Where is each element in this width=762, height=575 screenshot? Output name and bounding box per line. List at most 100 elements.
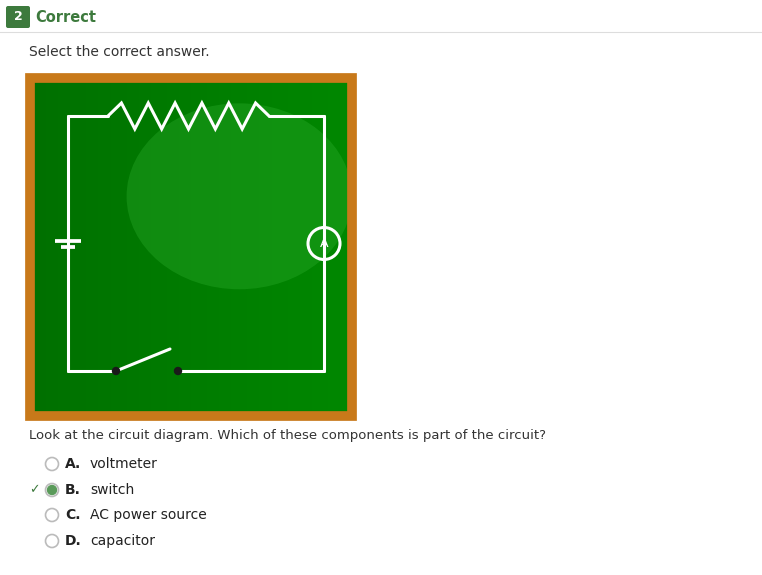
Bar	[344, 78, 349, 416]
Text: ✓: ✓	[29, 484, 40, 496]
Bar	[54, 78, 59, 416]
Bar	[171, 78, 176, 416]
Text: D.: D.	[65, 534, 82, 548]
Bar	[158, 78, 164, 416]
Bar	[340, 78, 345, 416]
Text: C.: C.	[65, 508, 81, 522]
Bar	[227, 78, 232, 416]
Bar	[147, 78, 152, 416]
Bar	[243, 78, 248, 416]
Text: voltmeter: voltmeter	[90, 457, 158, 471]
Bar	[50, 78, 55, 416]
Bar	[74, 78, 79, 416]
Bar	[130, 78, 136, 416]
Bar	[304, 78, 309, 416]
Bar	[30, 78, 35, 416]
Bar	[328, 78, 333, 416]
Bar	[296, 78, 301, 416]
Bar	[94, 78, 99, 416]
Bar	[264, 78, 268, 416]
Bar	[283, 78, 289, 416]
Bar	[66, 78, 72, 416]
Bar	[135, 78, 139, 416]
Text: switch: switch	[90, 483, 134, 497]
Bar	[299, 78, 305, 416]
Bar	[78, 78, 83, 416]
Bar	[336, 78, 341, 416]
Bar	[30, 78, 352, 416]
Bar	[271, 78, 277, 416]
Text: A.: A.	[65, 457, 82, 471]
Bar	[292, 78, 296, 416]
Bar	[332, 78, 337, 416]
Bar	[70, 78, 75, 416]
Bar	[239, 78, 245, 416]
Bar	[191, 78, 196, 416]
Bar	[179, 78, 184, 416]
Bar	[62, 78, 67, 416]
Text: capacitor: capacitor	[90, 534, 155, 548]
Bar	[187, 78, 192, 416]
Bar	[255, 78, 261, 416]
Circle shape	[47, 485, 56, 494]
Bar	[110, 78, 116, 416]
Bar	[267, 78, 273, 416]
Text: AC power source: AC power source	[90, 508, 207, 522]
Bar	[34, 78, 39, 416]
Bar	[58, 78, 63, 416]
Bar	[42, 78, 47, 416]
Bar	[167, 78, 172, 416]
Bar	[199, 78, 204, 416]
Bar	[114, 78, 120, 416]
Bar	[155, 78, 160, 416]
Bar	[38, 78, 43, 416]
Text: Select the correct answer.: Select the correct answer.	[29, 45, 210, 59]
Bar	[215, 78, 220, 416]
Bar	[126, 78, 132, 416]
Bar	[251, 78, 256, 416]
Bar	[139, 78, 144, 416]
Bar	[142, 78, 148, 416]
Bar	[86, 78, 91, 416]
Text: 2: 2	[14, 10, 22, 24]
Bar	[276, 78, 280, 416]
Text: Look at the circuit diagram. Which of these components is part of the circuit?: Look at the circuit diagram. Which of th…	[29, 430, 546, 443]
Bar	[91, 78, 95, 416]
Bar	[123, 78, 127, 416]
Bar	[107, 78, 111, 416]
Bar	[348, 78, 353, 416]
Bar	[175, 78, 180, 416]
Bar	[151, 78, 155, 416]
Bar	[312, 78, 317, 416]
Bar	[308, 78, 312, 416]
Text: Correct: Correct	[35, 10, 96, 25]
Bar	[320, 78, 325, 416]
Bar	[259, 78, 264, 416]
Bar	[98, 78, 104, 416]
Bar	[248, 78, 252, 416]
Bar	[183, 78, 188, 416]
Ellipse shape	[126, 104, 352, 289]
Bar	[46, 78, 51, 416]
Circle shape	[174, 367, 181, 374]
Bar	[324, 78, 329, 416]
Bar	[223, 78, 229, 416]
Bar	[207, 78, 212, 416]
FancyBboxPatch shape	[6, 6, 30, 28]
Bar	[163, 78, 168, 416]
Circle shape	[113, 367, 120, 374]
Bar	[195, 78, 200, 416]
Text: A: A	[320, 237, 328, 250]
Bar	[203, 78, 208, 416]
Bar	[119, 78, 123, 416]
Bar	[231, 78, 236, 416]
Bar	[82, 78, 88, 416]
Bar	[219, 78, 224, 416]
Bar	[211, 78, 216, 416]
Text: B.: B.	[65, 483, 81, 497]
Bar	[235, 78, 240, 416]
Bar	[280, 78, 284, 416]
Bar	[102, 78, 107, 416]
Bar	[287, 78, 293, 416]
Bar	[315, 78, 321, 416]
